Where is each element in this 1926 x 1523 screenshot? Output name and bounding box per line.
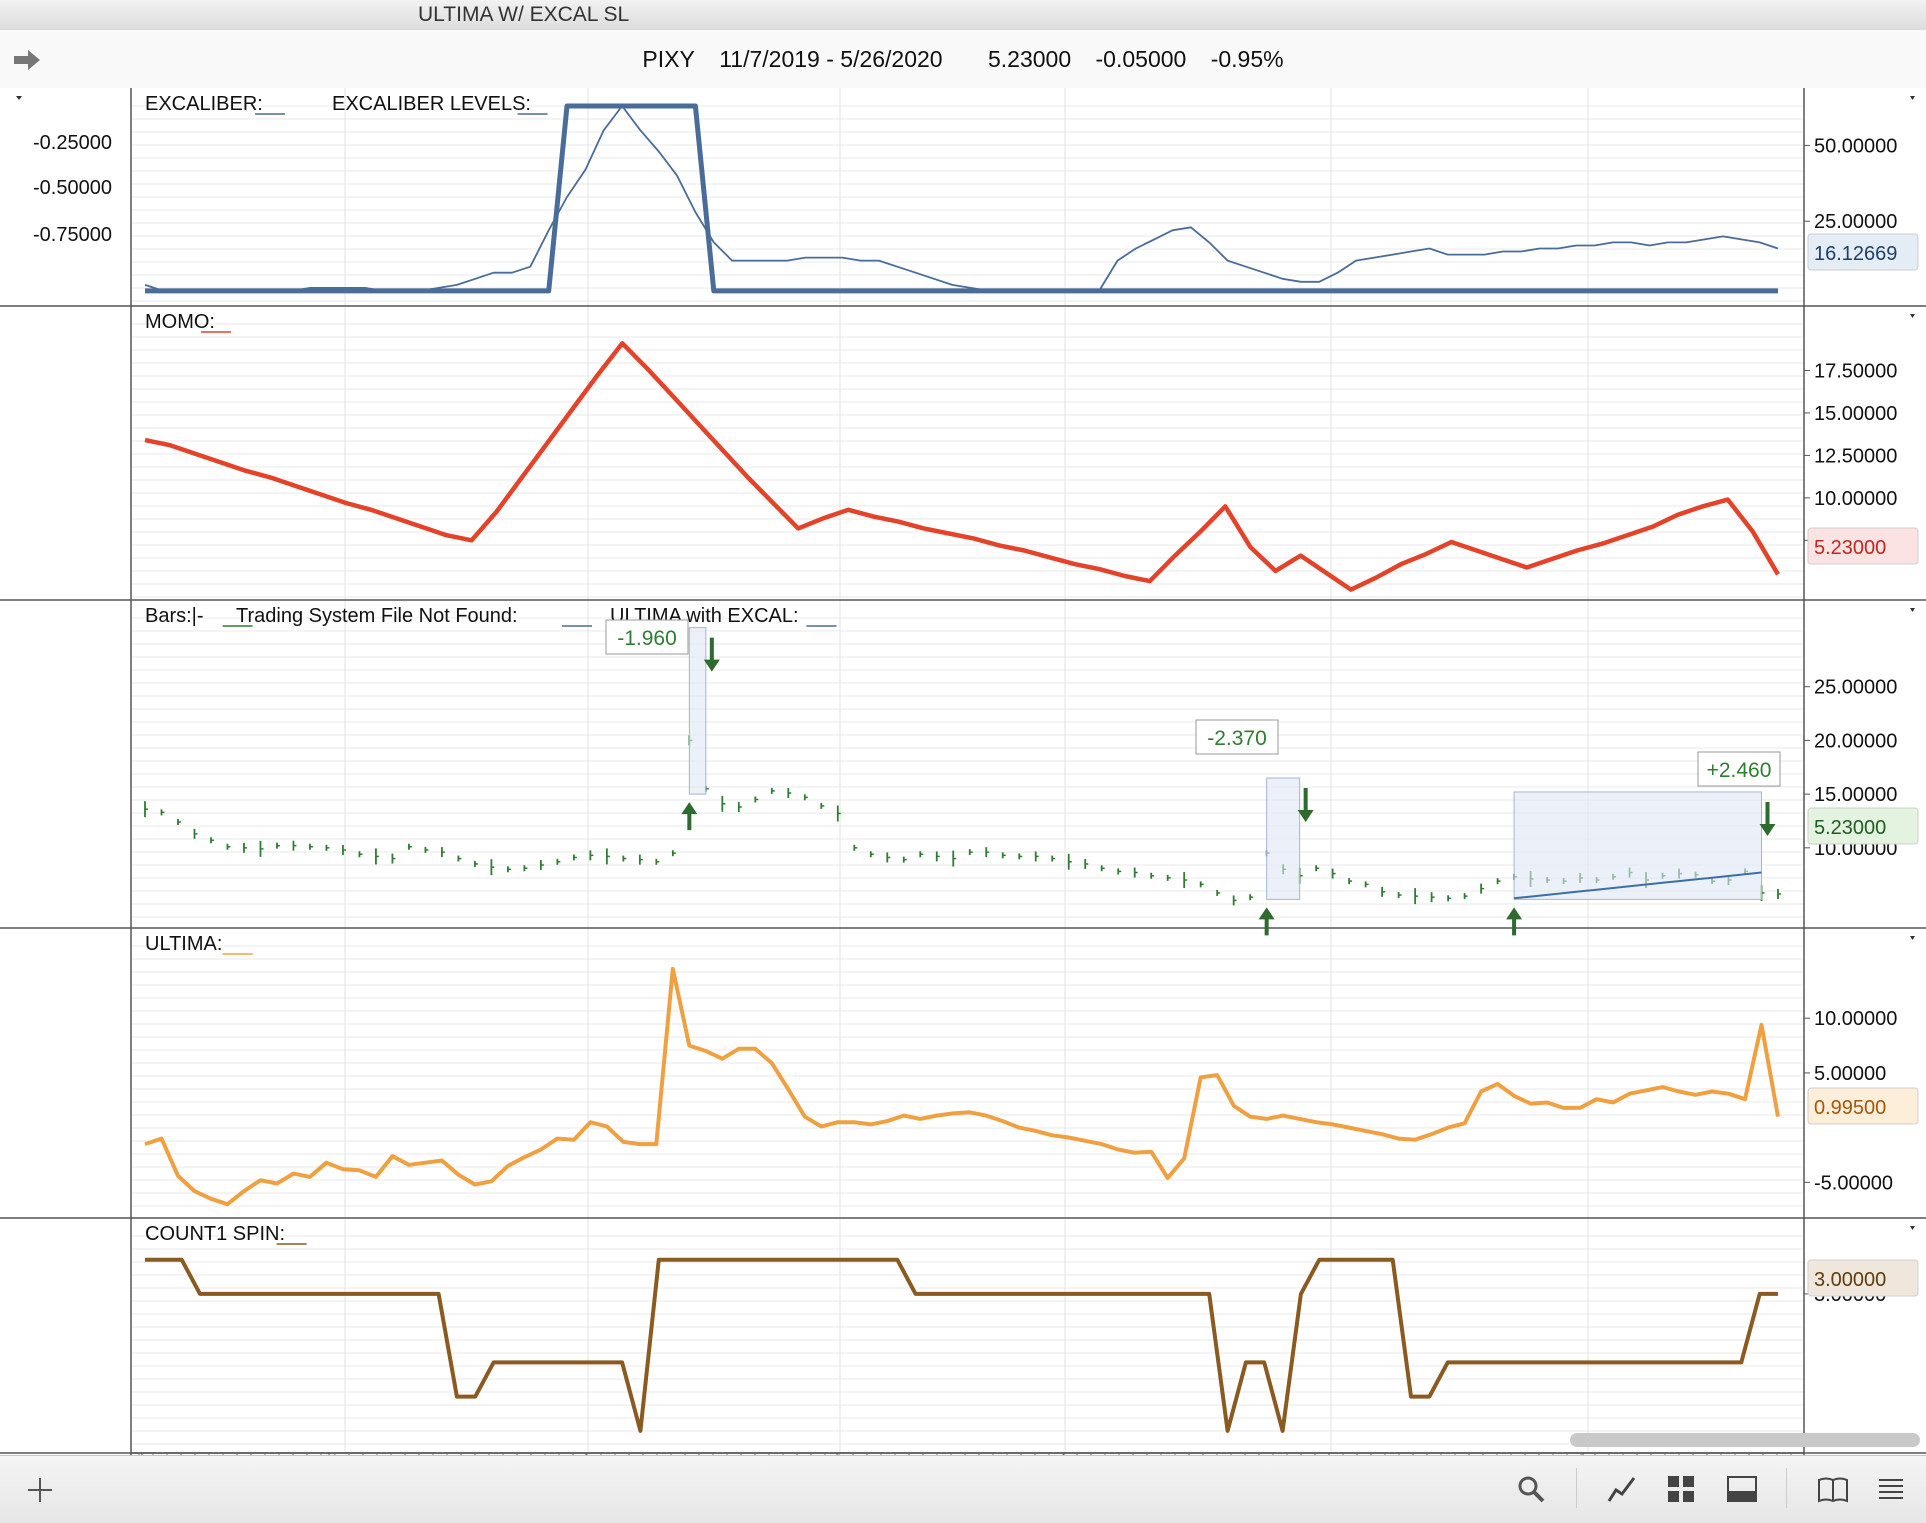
right-tick-label: 25.00000 [1814, 211, 1897, 233]
momo-line [144, 341, 1780, 592]
legend-label: MOMO: [145, 311, 215, 333]
window-titlebar: ULTIMA W/ EXCAL SL [0, 0, 1926, 31]
right-tick-label: 20.00000 [1814, 730, 1897, 752]
sell-arrow-icon [1297, 788, 1314, 822]
current-value-label: 5.23000 [1814, 817, 1886, 839]
chart-background [0, 88, 1926, 1455]
legend-label: Bars:|- [145, 605, 204, 627]
period-label-right: Daily [1840, 1454, 1887, 1455]
current-value-label: 16.12669 [1814, 243, 1897, 265]
book-icon[interactable] [1816, 1474, 1850, 1504]
left-tick-label: -0.25000 [33, 132, 112, 154]
last-price: 5.23000 [987, 46, 1072, 72]
count1-spin-line [145, 1257, 1778, 1433]
legend-label: EXCALIBER: [145, 93, 263, 115]
legend-label: Trading System File Not Found: [236, 605, 518, 627]
horizontal-scrollbar[interactable] [1570, 1433, 1920, 1447]
buy-arrow-icon [1506, 907, 1523, 936]
current-value-label: 0.99500 [1814, 1097, 1886, 1119]
arrow-right-icon[interactable] [12, 48, 42, 72]
right-tick-label: 25.00000 [1814, 677, 1897, 699]
ultima-line [144, 966, 1780, 1207]
right-tick-label: 17.50000 [1814, 360, 1897, 382]
panel-icon[interactable] [1726, 1474, 1758, 1504]
trade-pnl-label: -1.960 [617, 627, 677, 650]
line-chart-icon[interactable] [1606, 1474, 1638, 1504]
bottom-toolbar [0, 1455, 1926, 1523]
add-icon[interactable] [24, 1474, 56, 1506]
ultima-excal-line [1513, 871, 1762, 900]
date-range: 11/7/2019 - 5/26/2020 [719, 46, 943, 72]
trade-box [1513, 791, 1763, 900]
trade-label-box [1195, 719, 1279, 755]
panel-menu-icon [1910, 608, 1915, 612]
right-tick-label: 50.00000 [1814, 135, 1897, 157]
current-value-badge [1807, 807, 1919, 845]
trade-pnl-label: -2.370 [1207, 727, 1267, 750]
current-value-label: 5.23000 [1814, 537, 1886, 559]
buy-arrow-icon [681, 802, 698, 831]
price-change-pct: -0.95% [1210, 46, 1284, 72]
current-value-badge [1807, 1259, 1919, 1297]
price-change: -0.05000 [1095, 46, 1187, 72]
symbol-info: PIXY 11/7/2019 - 5/26/2020 5.23000 -0.05… [0, 46, 1926, 73]
symbol-info-bar: PIXY 11/7/2019 - 5/26/2020 5.23000 -0.05… [0, 30, 1926, 89]
search-icon[interactable] [1516, 1474, 1546, 1504]
legend-label: ULTIMA: [145, 933, 222, 955]
right-tick-label: -5.00000 [1814, 1172, 1893, 1194]
right-tick-label: 10.00000 [1814, 1008, 1897, 1030]
current-value-badge [1807, 233, 1919, 271]
panel-menu-icon [1910, 314, 1915, 318]
right-tick-label: 12.50000 [1814, 445, 1897, 467]
chart-area[interactable]: EXCALIBER: EXCALIBER LEVELS: MOMO: Bars:|- T… [0, 88, 1926, 1455]
right-tick-label: 15.00000 [1814, 403, 1897, 425]
current-value-label: 3.00000 [1814, 1269, 1886, 1291]
trade-label-box [1697, 751, 1781, 787]
right-tick-label: 10.00000 [1814, 488, 1897, 510]
trade-box [688, 627, 707, 795]
panel-menu-icon [1910, 1226, 1915, 1230]
window-title: ULTIMA W/ EXCAL SL [418, 3, 630, 26]
sell-arrow-icon [703, 637, 720, 672]
right-tick-label: 15.00000 [1814, 784, 1897, 806]
trade-pnl-label: +2.460 [1707, 759, 1772, 782]
trade-label-box [605, 619, 689, 655]
panel-menu-icon [1910, 936, 1915, 940]
menu-icon[interactable] [1876, 1474, 1906, 1504]
excaliber-line [144, 105, 1779, 292]
trade-box [1266, 777, 1301, 900]
current-value-badge [1807, 527, 1919, 565]
panel-menu-icon [1910, 96, 1915, 100]
grid-icon[interactable] [1666, 1474, 1696, 1504]
legend-label: EXCALIBER LEVELS: [332, 93, 531, 115]
left-tick-label: -0.50000 [33, 177, 112, 199]
symbol: PIXY [642, 46, 695, 72]
right-tick-label: 5.00000 [1814, 1063, 1886, 1085]
chevron-down-icon [16, 96, 22, 100]
period-label-left: Daily [47, 1454, 94, 1455]
sell-arrow-icon [1759, 801, 1776, 836]
current-value-badge [1807, 1087, 1919, 1125]
left-tick-label: -0.75000 [33, 224, 112, 246]
buy-arrow-icon [1258, 907, 1275, 936]
legend-label: COUNT1 SPIN: [145, 1223, 285, 1245]
